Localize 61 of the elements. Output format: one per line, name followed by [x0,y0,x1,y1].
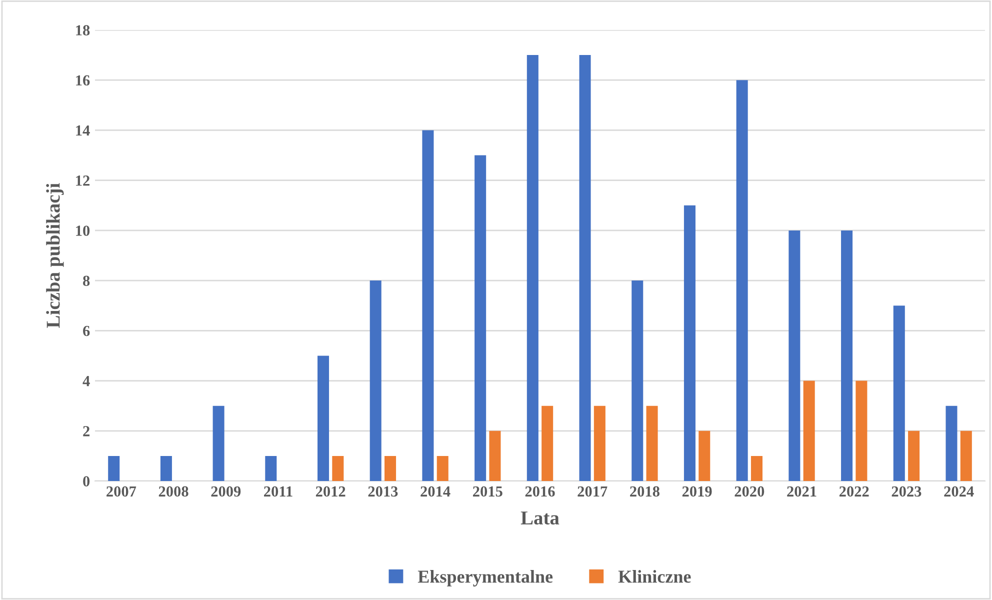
y-axis-title: Liczba publikacji [46,183,64,328]
x-tick-label: 2013 [368,486,398,497]
bar [803,380,815,481]
bar [632,280,644,481]
bar [946,406,958,481]
bar [736,80,748,481]
bar [542,406,554,481]
y-tick-label: 16 [76,75,90,86]
y-tick-label: 8 [83,276,90,286]
bar [160,456,172,481]
bar [436,456,448,481]
bar [856,380,868,481]
bar [750,456,762,481]
bar [646,406,658,481]
y-tick-label: 18 [76,25,90,36]
bar [212,406,224,481]
bar [474,155,486,481]
x-tick-label: 2017 [578,486,608,497]
y-tick-label: 10 [76,226,90,236]
legend-label: Kliniczne [618,570,691,583]
y-tick-label: 14 [76,125,90,136]
bar [370,280,382,481]
y-tick-label: 4 [82,376,90,386]
bar [684,205,696,481]
x-tick-label: 2022 [839,486,869,497]
bar [908,430,920,481]
bar [788,230,800,481]
bar [960,430,972,481]
x-tick-label: 2023 [892,486,922,497]
y-tick-label: 12 [76,176,90,186]
x-tick-label: 2020 [734,486,764,497]
bar [526,55,538,481]
bar [318,356,330,481]
y-tick-label: 6 [83,326,90,336]
x-tick-label: 2015 [473,486,502,497]
y-tick-label: 0 [83,476,90,486]
x-tick-label: 2007 [106,486,136,497]
bar [594,406,606,481]
x-tick-label: 2014 [420,486,450,497]
bar [265,456,277,481]
x-tick-label: 2008 [158,486,188,497]
bar [108,456,120,481]
bar [489,430,501,481]
x-tick-label: 2021 [787,486,816,497]
bar [893,306,905,481]
bar [579,55,591,481]
bar [332,456,344,481]
x-axis-title: Lata [520,512,560,525]
x-tick-label: 2024 [944,486,974,497]
y-tick-label: 2 [83,426,90,436]
bar [422,130,434,481]
x-tick-label: 2019 [682,486,712,497]
x-tick-label: 2016 [525,486,555,497]
bar [841,230,853,481]
legend-label: Eksperymentalne [418,570,553,586]
bar [384,456,396,481]
x-tick-label: 2011 [264,486,292,497]
x-tick-label: 2009 [211,486,241,497]
x-tick-label: 2018 [630,486,660,497]
x-tick-label: 2012 [316,486,346,497]
bar [698,430,710,481]
